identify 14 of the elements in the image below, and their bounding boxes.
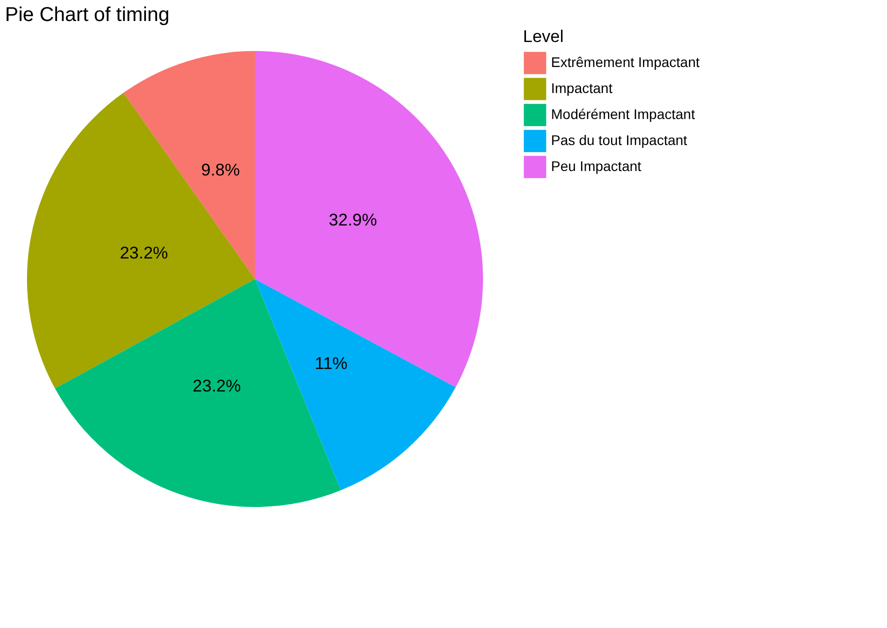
legend-label: Modérément Impactant <box>551 106 696 122</box>
data-label: 9.8% <box>201 160 240 180</box>
legend-title: Level <box>523 27 564 46</box>
legend-label: Peu Impactant <box>551 158 642 174</box>
legend-label: Impactant <box>551 80 613 96</box>
data-label: 23.2% <box>120 243 168 262</box>
legend-label: Extrêmement Impactant <box>551 54 700 70</box>
legend-label: Pas du tout Impactant <box>551 132 688 148</box>
data-label: 23.2% <box>192 376 241 396</box>
data-label: 11% <box>314 354 348 373</box>
data-label: 32.9% <box>328 210 377 230</box>
pie-slice <box>255 279 456 490</box>
pie-slice <box>255 51 483 388</box>
chart-title: Pie Chart of timing <box>5 4 170 26</box>
